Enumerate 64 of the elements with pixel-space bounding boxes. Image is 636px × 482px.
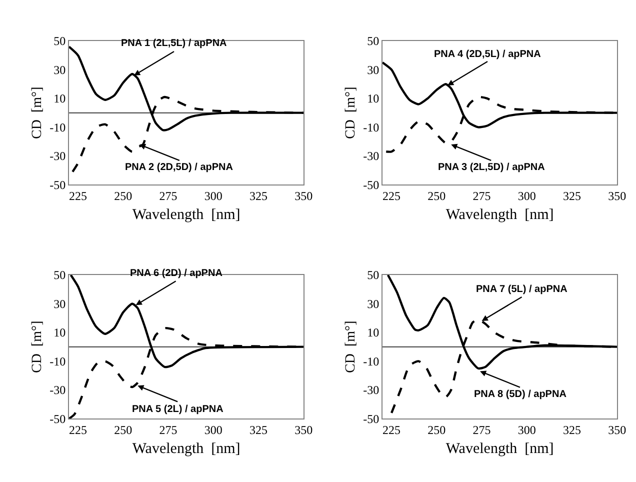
x-tick-label: 350 bbox=[294, 189, 313, 204]
annotation: PNA 2 (2D,5D) / apPNA bbox=[125, 162, 233, 173]
y-axis-title: CD [m°] bbox=[344, 86, 359, 139]
y-tick-label: -30 bbox=[50, 149, 66, 164]
y-tick-label: 30 bbox=[54, 62, 66, 77]
y-tick-label: -10 bbox=[363, 354, 380, 368]
y-tick-label: -50 bbox=[363, 412, 380, 426]
y-tick-label: 50 bbox=[54, 268, 66, 282]
x-tick-label: 350 bbox=[608, 189, 626, 204]
y-tick-label: -30 bbox=[363, 383, 380, 398]
x-tick-label: 325 bbox=[563, 189, 582, 204]
x-tick-label: 225 bbox=[382, 189, 401, 204]
x-tick-label: 325 bbox=[250, 423, 268, 438]
y-tick-label: -10 bbox=[50, 354, 66, 368]
x-axis-title: Wavelength [nm] bbox=[132, 207, 240, 224]
y-axis-title: CD [m°] bbox=[344, 320, 359, 373]
y-axis-title: CD [m°] bbox=[30, 86, 46, 139]
y-tick-label: -10 bbox=[363, 120, 380, 134]
y-tick-label: -30 bbox=[363, 149, 380, 164]
y-tick-label: 30 bbox=[54, 296, 66, 311]
y-tick-label: -50 bbox=[50, 412, 66, 426]
x-tick-label: 325 bbox=[250, 189, 268, 204]
x-tick-label: 225 bbox=[382, 423, 401, 438]
annotation: PNA 7 (5L) / apPNA bbox=[476, 284, 568, 295]
y-tick-label: 50 bbox=[54, 34, 66, 48]
y-tick-label: -10 bbox=[50, 120, 66, 134]
x-tick-label: 300 bbox=[518, 189, 536, 204]
x-tick-label: 300 bbox=[518, 423, 536, 438]
y-tick-label: 10 bbox=[367, 92, 380, 106]
x-tick-label: 250 bbox=[114, 423, 132, 438]
y-tick-label: 30 bbox=[367, 296, 380, 311]
annotation: PNA 1 (2L,5L) / apPNA bbox=[121, 38, 227, 49]
x-tick-label: 300 bbox=[204, 189, 222, 204]
x-tick-label: 350 bbox=[294, 423, 313, 438]
annotation: PNA 6 (2D) / apPNA bbox=[130, 268, 222, 279]
annotation: PNA 3 (2L,5D) / apPNA bbox=[438, 162, 545, 173]
x-axis-title: Wavelength [nm] bbox=[132, 441, 240, 458]
annotation: PNA 4 (2D,5L) / apPNA bbox=[434, 49, 541, 60]
y-tick-label: 10 bbox=[54, 92, 66, 106]
x-tick-label: 225 bbox=[69, 423, 88, 438]
y-tick-label: 10 bbox=[54, 326, 66, 340]
x-tick-label: 250 bbox=[428, 189, 446, 204]
y-tick-label: 50 bbox=[367, 268, 380, 282]
y-tick-label: 10 bbox=[367, 326, 380, 340]
x-tick-label: 275 bbox=[159, 423, 178, 438]
x-axis-title: Wavelength [nm] bbox=[446, 207, 554, 224]
x-tick-label: 350 bbox=[608, 423, 626, 438]
x-tick-label: 250 bbox=[428, 423, 446, 438]
x-axis-title: Wavelength [nm] bbox=[446, 441, 554, 458]
x-tick-label: 325 bbox=[563, 423, 582, 438]
x-tick-label: 225 bbox=[69, 189, 88, 204]
y-tick-label: -30 bbox=[50, 383, 66, 398]
y-axis-title: CD [m°] bbox=[30, 320, 46, 373]
x-tick-label: 275 bbox=[472, 423, 491, 438]
x-tick-label: 250 bbox=[114, 189, 132, 204]
y-tick-label: 50 bbox=[367, 34, 380, 48]
x-tick-label: 300 bbox=[204, 423, 222, 438]
y-tick-label: 30 bbox=[367, 62, 380, 77]
annotation: PNA 8 (5D) / apPNA bbox=[474, 389, 566, 400]
y-tick-label: -50 bbox=[50, 178, 66, 192]
y-tick-label: -50 bbox=[363, 178, 380, 192]
x-tick-label: 275 bbox=[159, 189, 178, 204]
x-tick-label: 275 bbox=[472, 189, 491, 204]
annotation: PNA 5 (2L) / apPNA bbox=[132, 404, 224, 415]
